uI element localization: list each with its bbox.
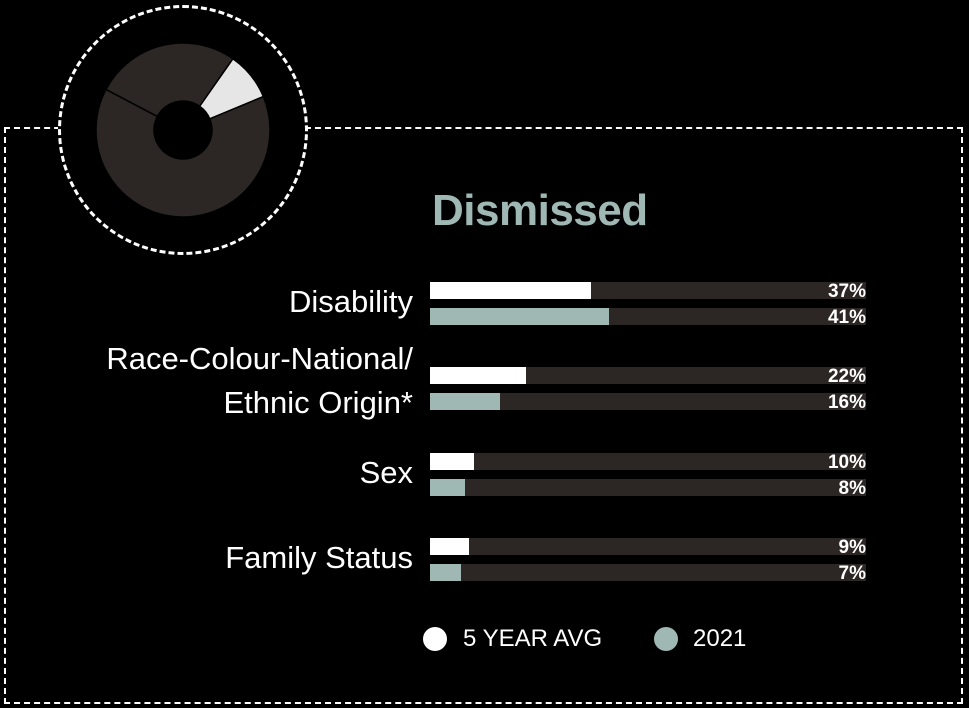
legend-label: 5 YEAR AVG	[463, 625, 603, 652]
bar-5-year-avg	[430, 453, 474, 470]
data-label: 8%	[838, 478, 866, 499]
donut-chart-icon-wrapper	[58, 5, 308, 255]
legend-swatch	[423, 627, 447, 651]
bar-track	[430, 538, 866, 555]
bar-2021	[430, 393, 500, 410]
category-label: Disability	[288, 284, 413, 319]
bar-2021	[430, 564, 461, 581]
bar-track	[430, 479, 866, 496]
bar-track	[430, 282, 866, 299]
bar-track	[430, 393, 866, 410]
bar-track	[430, 564, 866, 581]
data-label: 7%	[838, 563, 866, 584]
bar-track	[430, 367, 866, 384]
chart-title: Dismissed	[432, 186, 648, 235]
bar-2021	[430, 479, 465, 496]
bar-5-year-avg	[430, 282, 592, 299]
legend-swatch	[654, 627, 678, 651]
data-label: 22%	[827, 366, 866, 387]
bar-2021	[430, 308, 609, 325]
data-label: 10%	[827, 452, 866, 473]
chart-frame	[4, 127, 963, 704]
data-label: 41%	[827, 307, 866, 328]
data-label: 9%	[838, 537, 866, 558]
bar-track	[430, 453, 866, 470]
legend-label: 2021	[693, 625, 747, 652]
donut-segment	[95, 88, 271, 218]
category-label: Family Status	[225, 540, 413, 575]
bar-track	[430, 308, 866, 325]
data-label: 16%	[827, 392, 866, 413]
donut-chart-icon	[95, 42, 271, 218]
category-label: Sex	[359, 455, 413, 490]
bar-5-year-avg	[430, 538, 470, 555]
data-label: 37%	[827, 281, 866, 302]
bar-5-year-avg	[430, 367, 526, 384]
donut-segment	[105, 42, 234, 118]
category-label: Race-Colour-National/ Ethnic Origin*	[106, 341, 413, 420]
